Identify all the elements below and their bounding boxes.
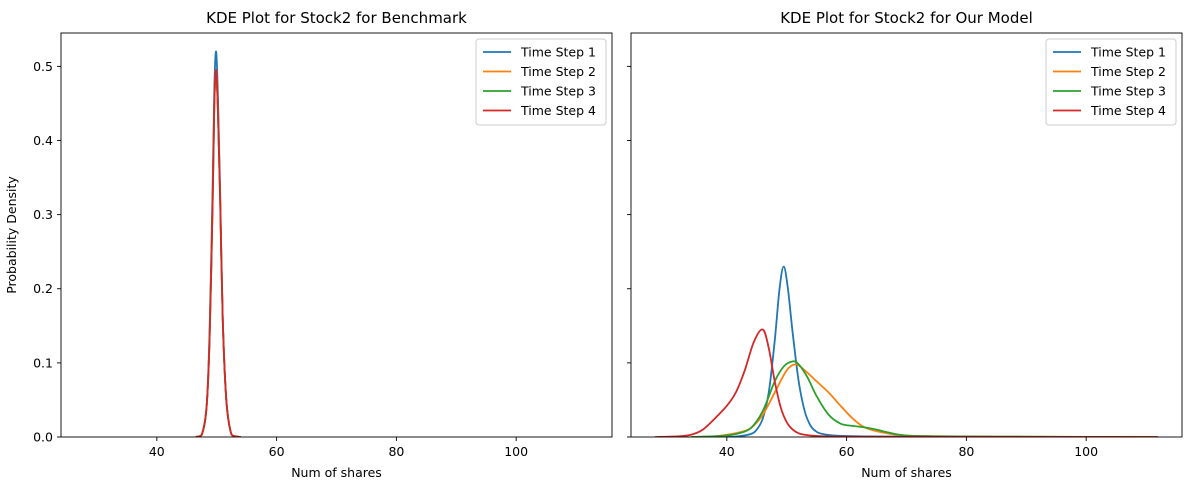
our-model-series-line-step-3 (690, 360, 1159, 437)
our-model-legend: Time Step 1 Time Step 2 Time Step 3 Time St… (1045, 38, 1177, 126)
benchmark-x-tick-label: 60 (269, 444, 285, 459)
benchmark-x-tick-label: 40 (149, 444, 165, 459)
our-model-legend-box (1045, 38, 1177, 126)
benchmark-plot-frame (60, 32, 613, 438)
benchmark-legend-label-step-2: Time Step 2 (520, 64, 596, 79)
benchmark-legend-label-step-1: Time Step 1 (520, 45, 596, 60)
our-model-x-tick-label: 80 (958, 444, 974, 459)
our-model-x-tick-label: 60 (839, 444, 855, 459)
benchmark-y-tick-label: 0.0 (33, 430, 53, 445)
our-model-series-line-step-2 (690, 363, 1159, 437)
our-model-x-axis-label: Num of shares (861, 465, 952, 480)
our-model-series-line-step-4 (654, 328, 1159, 437)
our-model-legend-label-step-2: Time Step 2 (1090, 64, 1166, 79)
benchmark-x-tick-label: 80 (388, 444, 404, 459)
benchmark-y-tick-label: 0.2 (33, 281, 53, 296)
benchmark-legend-label-step-4: Time Step 4 (520, 103, 596, 118)
benchmark-panel: KDE Plot for Stock2 for Benchmark Probab… (4, 9, 613, 480)
benchmark-y-tick-label: 0.3 (33, 207, 53, 222)
benchmark-y-tick-label: 0.5 (33, 59, 53, 74)
benchmark-chart-title: KDE Plot for Stock2 for Benchmark (206, 9, 467, 27)
benchmark-x-tick-label: 100 (504, 444, 528, 459)
benchmark-legend: Time Step 1 Time Step 2 Time Step 3 Time St… (475, 38, 607, 126)
our-model-x-tick-label: 40 (719, 444, 735, 459)
our-model-chart-title: KDE Plot for Stock2 for Our Model (780, 9, 1033, 27)
our-model-x-tick-label: 100 (1074, 444, 1098, 459)
benchmark-x-axis-label: Num of shares (291, 465, 382, 480)
our-model-series-line-step-1 (726, 265, 1159, 437)
benchmark-series-line-step-4 (195, 69, 241, 437)
our-model-legend-label-step-1: Time Step 1 (1090, 45, 1166, 60)
our-model-legend-label-step-3: Time Step 3 (1090, 84, 1166, 99)
our-model-legend-label-step-4: Time Step 4 (1090, 103, 1166, 118)
benchmark-y-tick-label: 0.4 (33, 133, 53, 148)
benchmark-legend-label-step-3: Time Step 3 (520, 84, 596, 99)
our-model-plot-frame (630, 32, 1183, 438)
benchmark-legend-box (475, 38, 607, 126)
benchmark-y-tick-label: 0.1 (33, 355, 53, 370)
benchmark-y-axis-label: Probability Density (4, 176, 19, 294)
our-model-panel: KDE Plot for Stock2 for Our Model Num of… (627, 9, 1183, 480)
